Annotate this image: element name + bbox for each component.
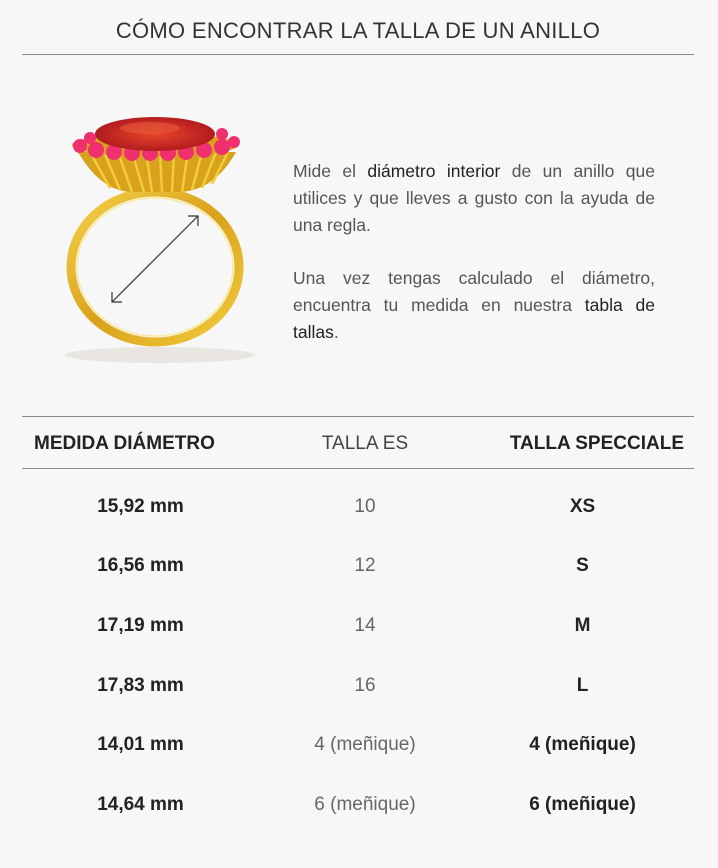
table-row: 14,64 mm 6 (meñique) 6 (meñique) (22, 775, 694, 835)
cell-size-es: 10 (354, 495, 376, 517)
table-header-divider (22, 468, 694, 469)
header-size-special: TALLA SPECCIALE (509, 433, 684, 454)
cell-size-special: XS (569, 495, 596, 517)
cell-size-es: 6 (meñique) (314, 793, 416, 815)
instruction-paragraph-1: Mide el diámetro interior de un anillo q… (293, 161, 655, 235)
cell-size-special: 6 (meñique) (529, 793, 636, 815)
table-row: 15,92 mm 10 XS (22, 470, 694, 537)
cell-size-special: 4 (meñique) (529, 734, 636, 756)
cell-size-special: L (576, 674, 589, 696)
cell-diameter: 14,01 mm (97, 734, 184, 756)
cell-size-es: 14 (354, 614, 376, 636)
cell-diameter: 16,56 mm (97, 555, 184, 577)
table-row: 14,01 mm 4 (meñique) 4 (meñique) (22, 715, 694, 775)
header-size-es: TALLA ES (321, 433, 409, 454)
cell-diameter: 14,64 mm (97, 793, 184, 815)
title-divider (22, 54, 694, 55)
page-title: CÓMO ENCONTRAR LA TALLA DE UN ANILLO (115, 18, 601, 43)
table-row: 17,83 mm 16 L (22, 656, 694, 716)
diameter-arrow-icon (111, 215, 199, 303)
table-header-row: MEDIDA DIÁMETRO TALLA ES TALLA SPECCIALE (22, 418, 694, 470)
emphasis-inner-diameter: diámetro interior (367, 161, 501, 181)
cell-size-es: 12 (354, 555, 376, 577)
cell-diameter: 17,19 mm (97, 614, 184, 636)
header-diameter: MEDIDA DIÁMETRO (34, 433, 215, 454)
size-table-link[interactable]: tabla de tallas (293, 295, 655, 342)
cell-size-es: 4 (meñique) (314, 734, 416, 756)
size-table: MEDIDA DIÁMETRO TALLA ES TALLA SPECCIALE… (22, 418, 694, 835)
cell-size-special: S (576, 555, 589, 577)
instruction-paragraph-2: Una vez tengas calculado el diámetro, en… (293, 268, 655, 342)
table-row: 16,56 mm 12 S (22, 537, 694, 597)
ring-image (65, 117, 255, 363)
cell-diameter: 15,92 mm (97, 495, 184, 517)
cell-size-es: 16 (354, 674, 376, 696)
table-row: 17,19 mm 14 M (22, 596, 694, 656)
table-top-divider (22, 416, 694, 417)
cell-diameter: 17,83 mm (97, 674, 184, 696)
cell-size-special: M (574, 614, 591, 636)
